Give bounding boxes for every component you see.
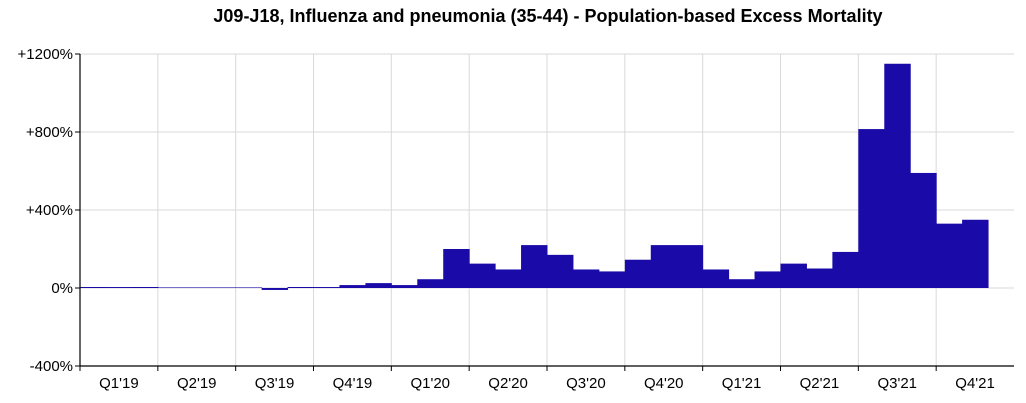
x-tick-label: Q1'21 — [722, 375, 762, 392]
bar — [495, 269, 522, 288]
x-tick-label: Q2'21 — [800, 375, 840, 392]
x-tick-label: Q2'20 — [488, 375, 528, 392]
bar — [469, 263, 496, 288]
bar — [235, 287, 263, 288]
bar — [780, 263, 807, 288]
x-tick-label: Q1'19 — [99, 375, 139, 392]
bar — [313, 287, 340, 288]
x-tick-label: Q4'21 — [955, 375, 995, 392]
bar — [261, 288, 289, 290]
bar — [521, 245, 548, 288]
bar — [754, 271, 781, 288]
bar — [391, 285, 418, 288]
bar — [131, 287, 159, 288]
bar — [806, 268, 833, 288]
bar — [105, 287, 133, 288]
x-tick-label: Q4'20 — [644, 375, 684, 392]
bar — [287, 287, 314, 288]
x-tick-label: Q4'19 — [333, 375, 373, 392]
bar — [339, 285, 366, 288]
bar — [624, 259, 652, 288]
bar — [572, 269, 600, 288]
x-tick-label: Q3'20 — [566, 375, 606, 392]
bar — [832, 251, 859, 288]
x-tick-label: Q3'19 — [255, 375, 295, 392]
chart-title: J09-J18, Influenza and pneumonia (35-44)… — [213, 6, 883, 26]
bar — [443, 249, 470, 288]
bar — [858, 129, 885, 288]
bar — [365, 283, 392, 288]
bar — [598, 271, 626, 288]
bar — [910, 172, 937, 288]
y-tick-label: -400% — [30, 358, 73, 375]
y-tick-label: +800% — [26, 124, 73, 141]
bar — [702, 269, 730, 288]
bar — [884, 63, 911, 288]
bar — [157, 287, 185, 288]
bar — [728, 279, 756, 288]
x-tick-label: Q2'19 — [177, 375, 217, 392]
bar — [650, 245, 678, 288]
bar — [676, 245, 704, 288]
bar — [962, 219, 989, 288]
y-tick-label: +1200% — [18, 46, 73, 63]
bar — [417, 279, 444, 288]
y-tick-label: 0% — [51, 280, 73, 297]
bar — [547, 254, 574, 288]
bar — [80, 287, 107, 288]
bar — [209, 287, 237, 288]
x-tick-label: Q3'21 — [877, 375, 917, 392]
x-tick-label: Q1'20 — [410, 375, 450, 392]
bar — [183, 287, 211, 288]
bar — [936, 223, 963, 288]
y-tick-label: +400% — [26, 202, 73, 219]
